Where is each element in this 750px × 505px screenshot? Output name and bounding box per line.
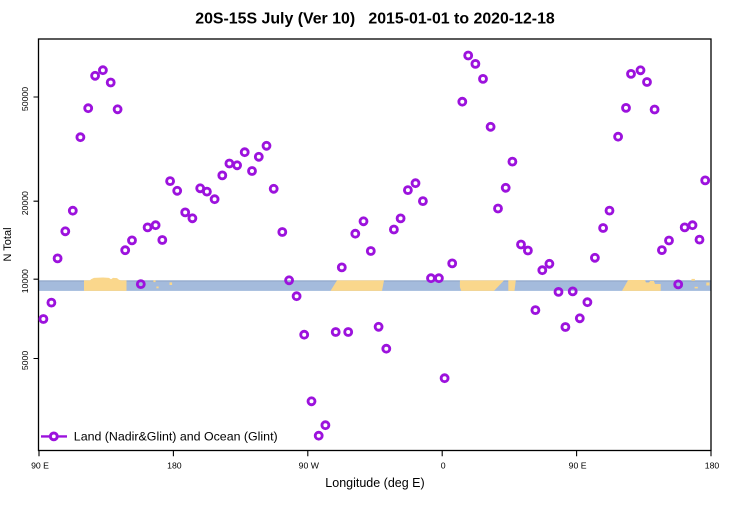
svg-text:90 E: 90 E	[569, 460, 587, 470]
svg-text:5000: 5000	[20, 351, 30, 370]
svg-text:90 E: 90 E	[31, 460, 49, 470]
svg-text:10000: 10000	[20, 269, 30, 293]
svg-text:Land (Nadir&Glint) and Ocean (: Land (Nadir&Glint) and Ocean (Glint)	[74, 430, 278, 444]
svg-text:180: 180	[167, 460, 182, 470]
svg-text:Longitude (deg E): Longitude (deg E)	[325, 476, 424, 490]
svg-text:20S-15S July (Ver 10) 2015-0: 20S-15S July (Ver 10) 2015-01-01 to 2020…	[195, 11, 555, 28]
svg-text:20000: 20000	[20, 191, 30, 215]
svg-text:N Total: N Total	[2, 227, 14, 261]
svg-text:180: 180	[705, 460, 720, 470]
svg-text:90 W: 90 W	[299, 460, 320, 470]
svg-text:0: 0	[441, 460, 446, 470]
svg-text:50000: 50000	[20, 87, 30, 111]
